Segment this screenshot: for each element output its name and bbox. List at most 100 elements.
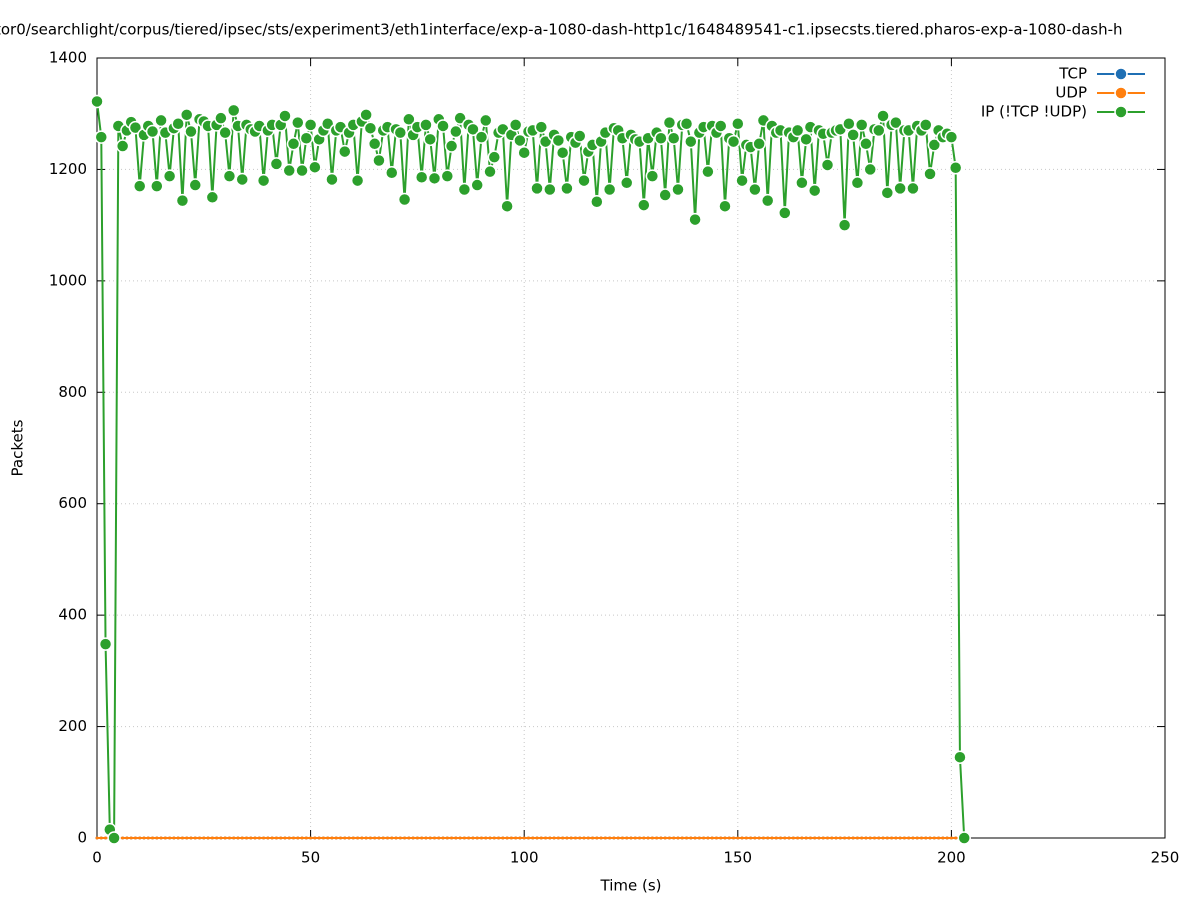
legend-label: TCP (1058, 65, 1087, 83)
data-point (672, 836, 676, 840)
data-point (851, 836, 855, 840)
data-point (283, 836, 287, 840)
data-point (783, 836, 787, 840)
data-point (279, 836, 283, 840)
data-point (394, 836, 398, 840)
data-point (245, 836, 249, 840)
data-point (253, 836, 257, 840)
data-point (796, 836, 800, 840)
data-point (894, 836, 898, 840)
data-point (863, 162, 877, 177)
data-point (325, 172, 339, 187)
y-axis-label: Packets (9, 419, 27, 476)
data-point (334, 836, 338, 840)
data-point (214, 111, 228, 125)
data-point (787, 836, 791, 840)
data-point (948, 161, 963, 175)
data-point (266, 836, 270, 840)
data-point (343, 836, 347, 840)
data-point (295, 163, 309, 178)
data-point (497, 836, 501, 840)
data-point (650, 836, 654, 840)
data-point (662, 115, 677, 130)
data-point (107, 831, 121, 845)
data-point (582, 836, 586, 840)
data-point (347, 836, 351, 840)
data-point (471, 836, 475, 840)
data-point (645, 169, 660, 183)
data-point (159, 836, 163, 840)
data-point (188, 178, 203, 192)
data-point (748, 182, 762, 197)
data-point (95, 836, 99, 840)
data-point (761, 836, 765, 840)
data-point (846, 128, 860, 142)
data-point (752, 137, 766, 151)
data-point (817, 836, 821, 840)
data-point (860, 836, 864, 840)
x-tick-label: 150 (723, 849, 752, 867)
data-point (539, 836, 543, 840)
data-point (129, 836, 133, 840)
data-point (99, 836, 103, 840)
data-point (222, 169, 237, 183)
data-point (184, 124, 198, 139)
data-point (462, 836, 466, 840)
data-point (487, 150, 502, 164)
data-point (155, 836, 159, 840)
data-point (390, 836, 394, 840)
data-point (393, 125, 408, 140)
data-point (475, 836, 479, 840)
data-point (296, 836, 300, 840)
data-point (142, 836, 146, 840)
data-point (906, 181, 920, 196)
data-point (193, 836, 197, 840)
data-point (800, 836, 804, 840)
data-point (795, 176, 809, 190)
data-point (457, 182, 472, 197)
data-point (317, 836, 321, 840)
data-point (701, 164, 715, 179)
data-point (227, 836, 231, 840)
data-point (483, 164, 497, 179)
y-tick-label: 1000 (49, 271, 87, 289)
data-point (642, 836, 646, 840)
data-point (685, 836, 689, 840)
data-point (702, 836, 706, 840)
data-point (423, 132, 437, 147)
data-point (556, 836, 560, 840)
data-point (479, 113, 493, 128)
data-point (679, 116, 694, 131)
data-point (450, 836, 454, 840)
data-point (735, 173, 749, 188)
x-tick-label: 250 (1151, 849, 1180, 867)
data-point (474, 130, 489, 144)
data-point (807, 183, 822, 198)
data-point (534, 120, 549, 134)
data-point (381, 836, 385, 840)
data-point (957, 831, 971, 845)
data-point (185, 836, 189, 840)
data-point (256, 173, 271, 188)
data-point (339, 836, 343, 840)
x-tick-label: 50 (301, 849, 320, 867)
data-point (303, 118, 318, 132)
data-point (837, 218, 852, 232)
data-point (205, 190, 220, 205)
y-tick-label: 200 (58, 717, 87, 735)
data-point (838, 836, 842, 840)
data-point (638, 836, 642, 840)
data-point (726, 134, 741, 149)
data-point (731, 116, 745, 131)
data-point (736, 836, 740, 840)
data-point (854, 118, 869, 132)
data-point (338, 144, 352, 159)
data-point (373, 836, 377, 840)
data-point (890, 836, 894, 840)
data-point (808, 836, 812, 840)
data-point (94, 130, 109, 144)
data-point (300, 836, 304, 840)
data-point (919, 118, 933, 132)
data-point (257, 836, 261, 840)
